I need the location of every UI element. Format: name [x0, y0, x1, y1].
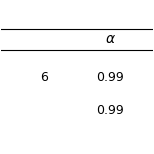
Text: $\alpha$: $\alpha$ [105, 32, 116, 46]
Text: 0.99: 0.99 [96, 104, 124, 117]
Text: 6: 6 [40, 71, 48, 83]
Text: 0.99: 0.99 [96, 71, 124, 83]
